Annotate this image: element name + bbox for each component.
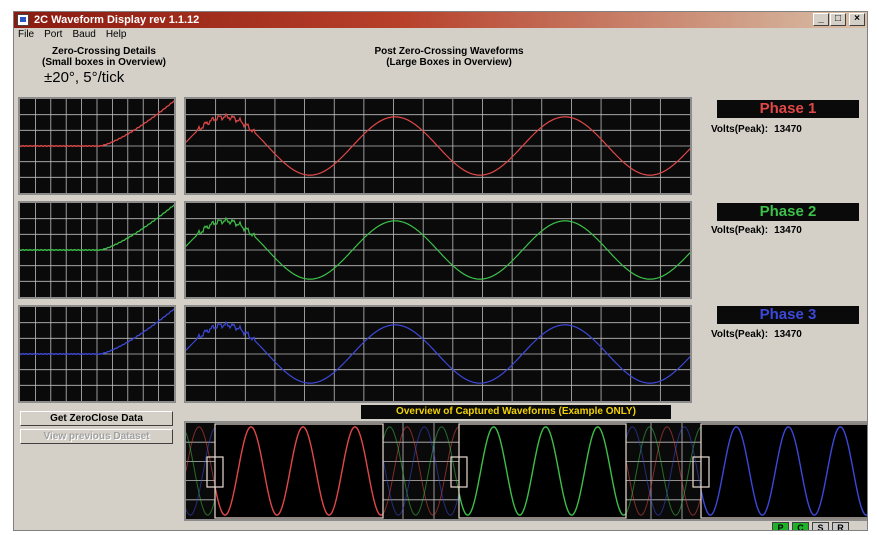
phase-3-label: Phase 3 — [717, 306, 859, 324]
phase-3-volts-label: Volts(Peak): — [711, 329, 769, 340]
maximize-button[interactable]: □ — [830, 13, 846, 26]
menu-port[interactable]: Port — [44, 29, 63, 40]
overview-plot — [184, 421, 867, 521]
title-bar[interactable]: 2C Waveform Display rev 1.1.12 _ □ × — [14, 12, 867, 28]
menu-bar: File Port Baud Help — [14, 28, 126, 42]
scale-label: ±20°, 5°/tick — [44, 69, 125, 86]
get-zeroclose-data-button[interactable]: Get ZeroClose Data — [20, 411, 173, 426]
zero-crossing-trace — [20, 308, 174, 356]
close-button[interactable]: × — [849, 13, 865, 26]
post-zero-crossing-subtitle: (Large Boxes in Overview) — [386, 57, 512, 68]
waveform-trace — [186, 216, 690, 280]
waveform-trace — [186, 320, 690, 384]
phase-2-volts-label: Volts(Peak): — [711, 225, 769, 236]
window-title: 2C Waveform Display rev 1.1.12 — [34, 14, 200, 26]
phase-2-label: Phase 2 — [717, 203, 859, 221]
overview-large-box-bg — [459, 423, 626, 519]
overview-large-box — [700, 423, 867, 519]
post-zero-crossing-header: Post Zero-Crossing Waveforms (Large Boxe… — [204, 46, 694, 68]
zero-crossing-plot-3 — [18, 305, 176, 403]
window-controls: _ □ × — [813, 13, 865, 26]
zero-crossing-header: Zero-Crossing Details (Small boxes in Ov… — [14, 46, 194, 68]
zero-crossing-title: Zero-Crossing Details — [52, 46, 156, 57]
zero-crossing-trace — [20, 204, 174, 252]
overview-small-box — [206, 456, 224, 488]
waveform-trace — [186, 112, 690, 176]
waveform-plot-1 — [184, 97, 692, 195]
overview-small-box — [692, 456, 710, 488]
status-indicator-r: R — [832, 522, 849, 530]
status-indicator-p: P — [772, 522, 789, 530]
view-previous-dataset-button[interactable]: View previous Dataset — [20, 429, 173, 444]
zero-crossing-trace — [20, 100, 174, 148]
phase-1-label: Phase 1 — [717, 100, 859, 118]
phase-3-volts: Volts(Peak): 13470 — [711, 329, 802, 340]
phase-2-volts: Volts(Peak): 13470 — [711, 225, 802, 236]
zero-crossing-subtitle: (Small boxes in Overview) — [42, 57, 166, 68]
menu-baud[interactable]: Baud — [72, 29, 96, 40]
overview-trace — [700, 426, 867, 516]
overview-title: Overview of Captured Waveforms (Example … — [361, 405, 671, 419]
phase-1-volts: Volts(Peak): 13470 — [711, 124, 802, 135]
waveform-plot-3 — [184, 305, 692, 403]
status-indicator-c: C — [792, 522, 809, 530]
phase-1-volts-value: 13470 — [774, 124, 802, 135]
zero-crossing-plot-2 — [18, 201, 176, 299]
app-icon[interactable] — [17, 14, 29, 26]
status-indicator-s: S — [812, 522, 829, 530]
zero-crossing-plot-1 — [18, 97, 176, 195]
overview-large-box — [214, 423, 384, 519]
menu-file[interactable]: File — [18, 29, 35, 40]
waveform-plot-2 — [184, 201, 692, 299]
app-window: 2C Waveform Display rev 1.1.12 _ □ × Fil… — [13, 11, 868, 531]
overview-large-box — [458, 423, 627, 519]
overview-small-box — [450, 456, 468, 488]
overview-large-box-bg — [701, 423, 867, 519]
overview-trace — [214, 426, 384, 516]
phase-1-volts-label: Volts(Peak): — [711, 124, 769, 135]
menu-help[interactable]: Help — [105, 29, 127, 40]
minimize-button[interactable]: _ — [813, 13, 829, 26]
phase-3-volts-value: 13470 — [774, 329, 802, 340]
overview-large-box-bg — [215, 423, 383, 519]
post-zero-crossing-title: Post Zero-Crossing Waveforms — [374, 46, 524, 57]
phase-2-volts-value: 13470 — [774, 225, 802, 236]
overview-trace — [458, 426, 627, 516]
